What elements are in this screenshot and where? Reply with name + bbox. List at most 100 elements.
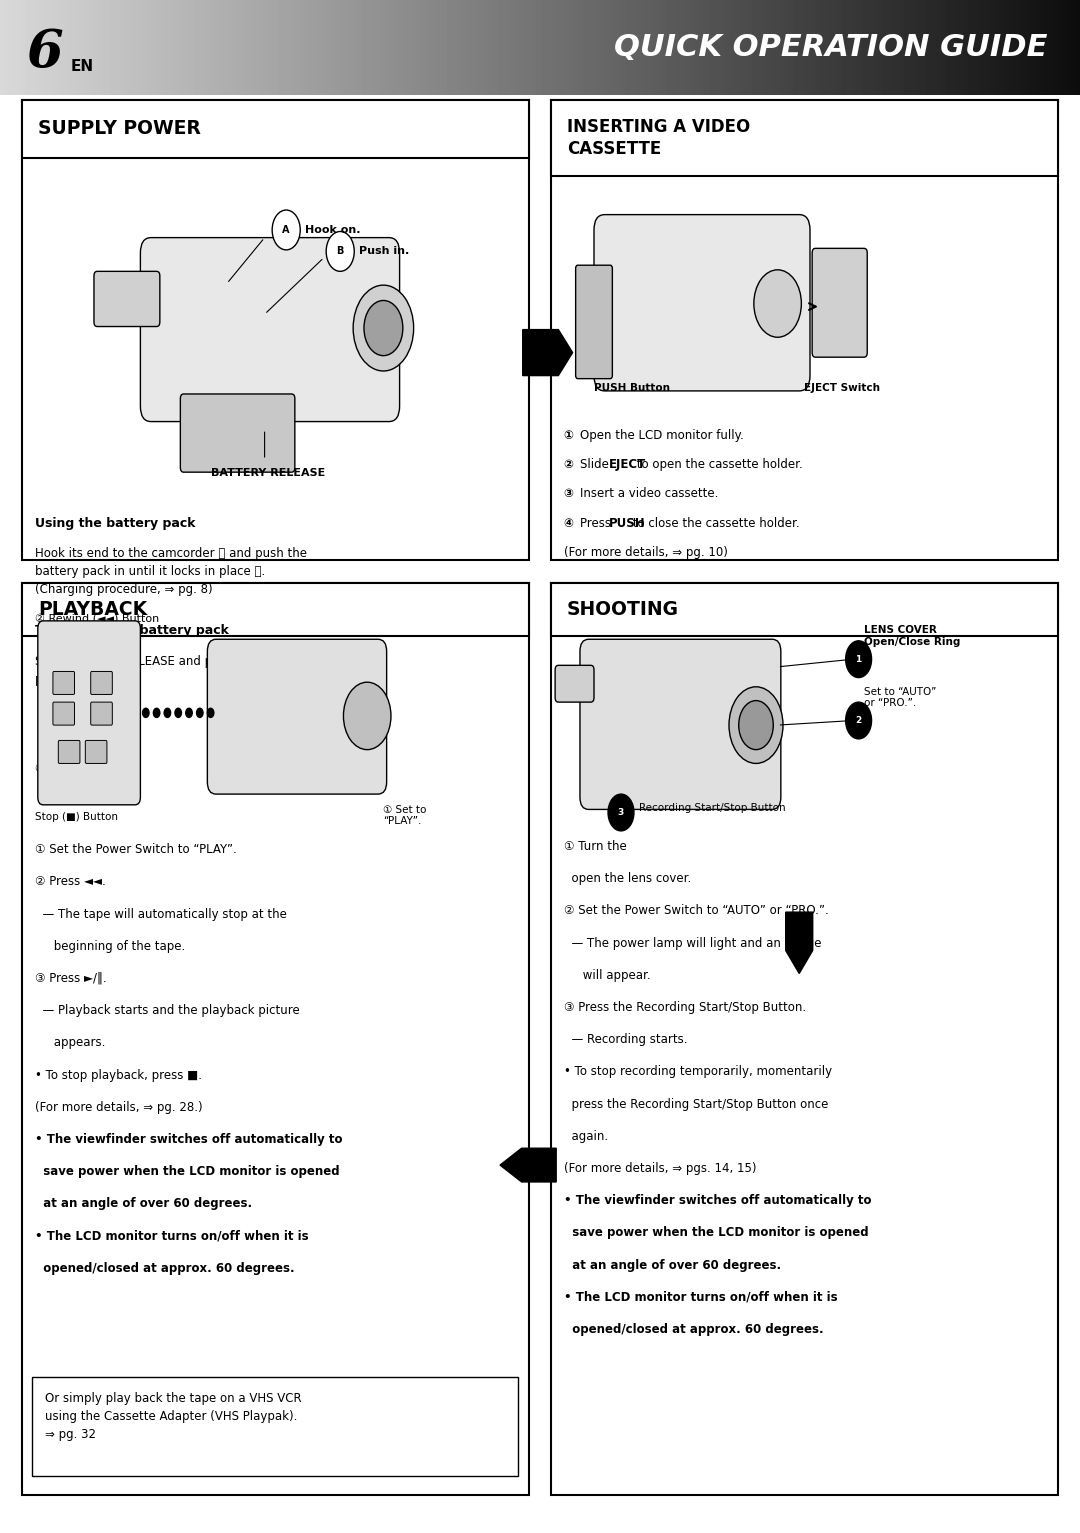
Text: PUSH: PUSH	[609, 517, 646, 529]
Text: PUSH Button: PUSH Button	[594, 383, 670, 394]
Text: press the Recording Start/Stop Button once: press the Recording Start/Stop Button on…	[564, 1098, 828, 1110]
Text: will appear.: will appear.	[564, 969, 650, 981]
Text: — Recording starts.: — Recording starts.	[564, 1033, 687, 1046]
Text: BATTERY RELEASE: BATTERY RELEASE	[211, 468, 325, 478]
Text: B: B	[337, 247, 343, 256]
Text: PLAYBACK: PLAYBACK	[38, 599, 147, 619]
Text: at an angle of over 60 degrees.: at an angle of over 60 degrees.	[564, 1259, 781, 1271]
Text: To remove the battery pack: To remove the battery pack	[35, 624, 229, 636]
Text: ④: ④	[564, 517, 573, 529]
Text: — The tape will automatically stop at the: — The tape will automatically stop at th…	[35, 908, 286, 920]
FancyArrow shape	[523, 330, 572, 376]
Text: • The LCD monitor turns on/off when it is: • The LCD monitor turns on/off when it i…	[564, 1291, 837, 1303]
FancyBboxPatch shape	[94, 271, 160, 327]
Text: save power when the LCD monitor is opened: save power when the LCD monitor is opene…	[35, 1165, 339, 1177]
FancyBboxPatch shape	[551, 100, 1058, 176]
Circle shape	[207, 708, 214, 717]
Text: Push in.: Push in.	[359, 247, 409, 256]
Circle shape	[353, 285, 414, 371]
FancyBboxPatch shape	[576, 265, 612, 379]
Text: ②: ②	[564, 458, 573, 471]
FancyBboxPatch shape	[551, 583, 1058, 636]
FancyBboxPatch shape	[22, 583, 529, 1495]
Circle shape	[364, 300, 403, 356]
Text: EN: EN	[70, 60, 93, 74]
Text: • The viewfinder switches off automatically to: • The viewfinder switches off automatica…	[564, 1194, 872, 1206]
Text: Hook its end to the camcorder Ⓐ and push the
battery pack in until it locks in p: Hook its end to the camcorder Ⓐ and push…	[35, 547, 307, 596]
Text: Hook on.: Hook on.	[305, 225, 360, 235]
FancyBboxPatch shape	[580, 639, 781, 809]
Text: ② Press ◄◄.: ② Press ◄◄.	[35, 875, 106, 888]
FancyBboxPatch shape	[53, 702, 75, 725]
Text: ② Set the Power Switch to “AUTO” or “PRO.”.: ② Set the Power Switch to “AUTO” or “PRO…	[564, 904, 828, 917]
Text: — The power lamp will light and an image: — The power lamp will light and an image	[564, 937, 821, 949]
Text: 3: 3	[618, 808, 624, 817]
FancyBboxPatch shape	[22, 583, 529, 636]
FancyBboxPatch shape	[140, 238, 400, 422]
Text: A: A	[283, 225, 289, 235]
FancyBboxPatch shape	[85, 740, 107, 763]
Text: Slide BATTERY RELEASE and pull out the battery
pack.: Slide BATTERY RELEASE and pull out the b…	[35, 655, 320, 685]
Text: (For more details, ⇒ pg. 28.): (For more details, ⇒ pg. 28.)	[35, 1101, 202, 1113]
Text: • The viewfinder switches off automatically to: • The viewfinder switches off automatica…	[35, 1133, 342, 1145]
Circle shape	[175, 708, 181, 717]
Circle shape	[153, 708, 160, 717]
Text: (For more details, ⇒ pgs. 14, 15): (For more details, ⇒ pgs. 14, 15)	[564, 1162, 756, 1174]
FancyArrow shape	[500, 1148, 556, 1182]
FancyBboxPatch shape	[551, 100, 1058, 560]
FancyBboxPatch shape	[22, 100, 529, 158]
Text: ③ Press ►/‖.: ③ Press ►/‖.	[35, 972, 106, 984]
Text: to open the cassette holder.: to open the cassette holder.	[634, 458, 804, 471]
Circle shape	[754, 270, 801, 337]
FancyBboxPatch shape	[551, 583, 1058, 1495]
Text: Using the battery pack: Using the battery pack	[35, 517, 195, 529]
Text: beginning of the tape.: beginning of the tape.	[35, 940, 185, 952]
Text: ① Turn the: ① Turn the	[576, 840, 643, 852]
Text: — Playback starts and the playback picture: — Playback starts and the playback pictu…	[35, 1004, 299, 1016]
FancyBboxPatch shape	[32, 1377, 518, 1476]
Circle shape	[343, 682, 391, 750]
Circle shape	[846, 641, 872, 678]
Text: ①: ①	[564, 429, 573, 442]
Text: at an angle of over 60 degrees.: at an angle of over 60 degrees.	[35, 1197, 252, 1210]
Text: ① Set to
“PLAY”.: ① Set to “PLAY”.	[383, 805, 427, 826]
Text: INSERTING A VIDEO
CASSETTE: INSERTING A VIDEO CASSETTE	[567, 118, 751, 158]
Circle shape	[739, 701, 773, 750]
FancyBboxPatch shape	[58, 740, 80, 763]
Text: 6: 6	[27, 26, 64, 78]
Text: ② Rewind (◄◄) Button: ② Rewind (◄◄) Button	[35, 613, 159, 624]
Circle shape	[729, 687, 783, 763]
Text: appears.: appears.	[35, 1036, 105, 1049]
Text: EJECT: EJECT	[609, 458, 646, 471]
Text: Button: Button	[35, 782, 82, 793]
FancyBboxPatch shape	[594, 215, 810, 391]
FancyBboxPatch shape	[180, 394, 295, 472]
Text: ① Set the Power Switch to “PLAY”.: ① Set the Power Switch to “PLAY”.	[35, 843, 237, 855]
Text: Or simply play back the tape on a VHS VCR
using the Cassette Adapter (VHS Playpa: Or simply play back the tape on a VHS VC…	[45, 1392, 302, 1441]
FancyBboxPatch shape	[53, 671, 75, 694]
Text: ③ Press the Recording Start/Stop Button.: ③ Press the Recording Start/Stop Button.	[564, 1001, 806, 1013]
FancyBboxPatch shape	[812, 248, 867, 357]
Text: (For more details, ⇒ pg. 10): (For more details, ⇒ pg. 10)	[564, 546, 728, 558]
Text: save power when the LCD monitor is opened: save power when the LCD monitor is opene…	[564, 1226, 868, 1239]
FancyBboxPatch shape	[22, 100, 529, 560]
Text: Open the LCD monitor fully.: Open the LCD monitor fully.	[580, 429, 744, 442]
Text: SHOOTING: SHOOTING	[567, 599, 679, 619]
Text: opened/closed at approx. 60 degrees.: opened/closed at approx. 60 degrees.	[35, 1262, 294, 1274]
Text: Insert a video cassette.: Insert a video cassette.	[580, 487, 718, 500]
Text: SUPPLY POWER: SUPPLY POWER	[38, 120, 201, 138]
Text: 1: 1	[855, 655, 862, 664]
Circle shape	[164, 708, 171, 717]
Text: open the lens cover.: open the lens cover.	[564, 872, 691, 885]
Text: Set to “AUTO”
or “PRO.”.: Set to “AUTO” or “PRO.”.	[864, 687, 936, 708]
Text: Recording Start/Stop Button: Recording Start/Stop Button	[639, 803, 786, 812]
Text: Stop (■) Button: Stop (■) Button	[35, 812, 118, 823]
Text: to close the cassette holder.: to close the cassette holder.	[629, 517, 799, 529]
Circle shape	[197, 708, 203, 717]
Text: opened/closed at approx. 60 degrees.: opened/closed at approx. 60 degrees.	[564, 1323, 823, 1335]
Circle shape	[846, 702, 872, 739]
Text: • To stop playback, press ■.: • To stop playback, press ■.	[35, 1069, 202, 1081]
Text: • To stop recording temporarily, momentarily: • To stop recording temporarily, momenta…	[564, 1065, 832, 1078]
Text: Slide: Slide	[580, 458, 612, 471]
Circle shape	[608, 794, 634, 831]
